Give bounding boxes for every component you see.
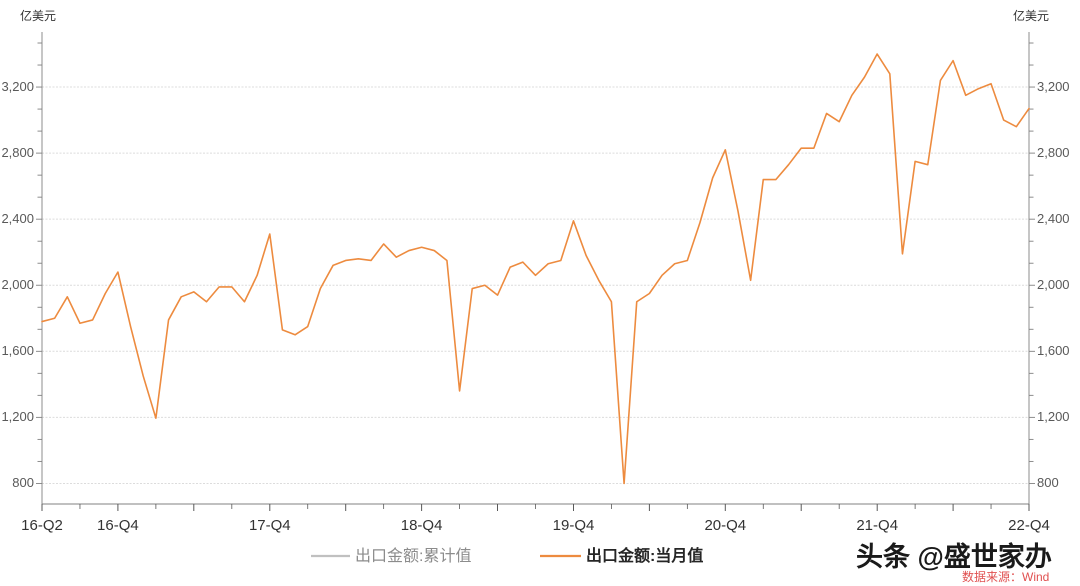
svg-text:16-Q2: 16-Q2 — [21, 517, 63, 534]
svg-text:亿美元: 亿美元 — [20, 8, 56, 23]
svg-text:1,600: 1,600 — [1, 343, 34, 358]
svg-text:16-Q4: 16-Q4 — [97, 517, 139, 534]
svg-text:1,200: 1,200 — [1037, 409, 1070, 424]
svg-text:1,200: 1,200 — [1, 409, 34, 424]
svg-text:2,000: 2,000 — [1037, 277, 1070, 292]
svg-text:亿美元: 亿美元 — [1013, 8, 1049, 23]
svg-text:22-Q4: 22-Q4 — [1008, 517, 1050, 534]
svg-text:2,800: 2,800 — [1, 145, 34, 160]
svg-text:头条 @盛世家办: 头条 @盛世家办 — [856, 541, 1052, 572]
svg-text:2,000: 2,000 — [1, 277, 34, 292]
svg-text:800: 800 — [12, 475, 34, 490]
svg-text:2,800: 2,800 — [1037, 145, 1070, 160]
svg-text:出口金额:累计值: 出口金额:累计值 — [355, 547, 471, 565]
svg-text:数据来源：Wind: 数据来源：Wind — [962, 569, 1049, 584]
svg-text:出口金额:当月值: 出口金额:当月值 — [586, 546, 703, 565]
svg-text:800: 800 — [1037, 475, 1059, 490]
svg-text:3,200: 3,200 — [1037, 79, 1070, 94]
svg-text:2,400: 2,400 — [1037, 211, 1070, 226]
svg-text:19-Q4: 19-Q4 — [553, 517, 595, 534]
svg-text:3,200: 3,200 — [1, 79, 34, 94]
svg-text:1,600: 1,600 — [1037, 343, 1070, 358]
svg-text:18-Q4: 18-Q4 — [401, 517, 443, 534]
svg-text:17-Q4: 17-Q4 — [249, 517, 291, 534]
svg-text:20-Q4: 20-Q4 — [704, 517, 746, 534]
svg-text:2,400: 2,400 — [1, 211, 34, 226]
svg-text:21-Q4: 21-Q4 — [856, 517, 898, 534]
